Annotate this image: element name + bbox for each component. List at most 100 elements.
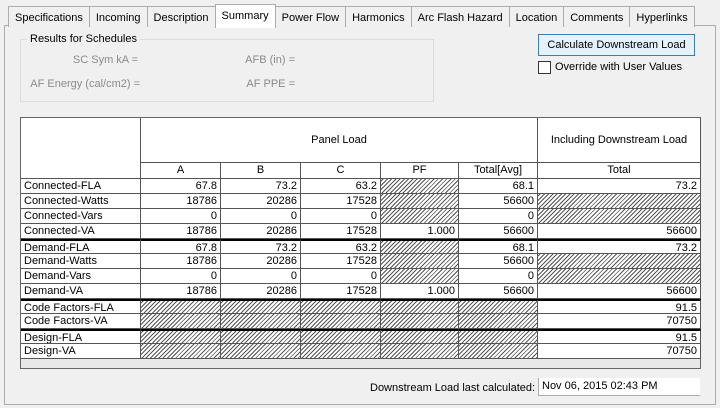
row-label: Code Factors-FLA [21, 299, 141, 314]
corner-cell [21, 118, 141, 179]
tab[interactable]: Harmonics [345, 6, 412, 27]
row-label: Connected-VA [21, 224, 141, 239]
result-field: AFB (in) = [230, 54, 295, 66]
table-cell: 73.2 [221, 179, 301, 194]
row-label: Demand-FLA [21, 239, 141, 254]
table-cell: 17528 [301, 224, 381, 239]
row-label: Demand-VA [21, 284, 141, 299]
hatched-cell [381, 254, 459, 269]
hatched-cell [459, 329, 538, 344]
calculate-button[interactable]: Calculate Downstream Load [538, 34, 695, 56]
tab[interactable]: Comments [563, 6, 630, 27]
table-cell: 18786 [141, 224, 221, 239]
table-cell: 67.8 [141, 179, 221, 194]
table-cell: 70750 [538, 314, 701, 329]
group-header: Including Downstream Load [538, 118, 701, 163]
hatched-cell [538, 194, 701, 209]
column-header: B [221, 163, 301, 179]
table-cell: 73.2 [538, 239, 701, 254]
column-header: Total [538, 163, 701, 179]
hatched-cell [301, 344, 381, 359]
table-cell: 18786 [141, 194, 221, 209]
tab-strip: SpecificationsIncomingDescriptionSummary… [8, 4, 694, 26]
hatched-cell [141, 329, 221, 344]
result-field: AF PPE = [230, 78, 295, 90]
table-cell: 0 [301, 209, 381, 224]
hatched-cell [459, 314, 538, 329]
hatched-cell [459, 299, 538, 314]
hatched-cell [538, 209, 701, 224]
hatched-cell [381, 179, 459, 194]
row-label: Demand-Watts [21, 254, 141, 269]
last-calculated: Nov 06, 2015 02:43 PM [538, 378, 700, 396]
tab[interactable]: Arc Flash Hazard [411, 6, 510, 27]
table-cell: 68.1 [459, 239, 538, 254]
column-header: C [301, 163, 381, 179]
table-cell: 73.2 [221, 239, 301, 254]
hatched-cell [221, 344, 301, 359]
table-cell: 20286 [221, 194, 301, 209]
result-field: SC Sym kA = [20, 54, 138, 66]
checkbox-label[interactable]: Override with User Values [555, 61, 682, 73]
tab[interactable]: Power Flow [275, 6, 346, 27]
table-cell: 0 [141, 269, 221, 284]
row-label: Code Factors-VA [21, 314, 141, 329]
hatched-cell [459, 344, 538, 359]
table-cell: 0 [221, 209, 301, 224]
table-cell: 56600 [459, 224, 538, 239]
tab[interactable]: Specifications [8, 6, 90, 27]
table-cell: 68.1 [459, 179, 538, 194]
table-cell: 56600 [459, 254, 538, 269]
table-cell: 0 [141, 209, 221, 224]
row-label: Design-VA [21, 344, 141, 359]
table-cell: 0 [459, 209, 538, 224]
row-label: Connected-Vars [21, 209, 141, 224]
summary-table: Panel LoadIncluding Downstream LoadABCPF… [20, 117, 701, 369]
table-cell: 17528 [301, 284, 381, 299]
table-cell: 17528 [301, 254, 381, 269]
table-cell: 0 [301, 269, 381, 284]
table-cell: 17528 [301, 194, 381, 209]
row-label: Design-FLA [21, 329, 141, 344]
table-cell: 63.2 [301, 239, 381, 254]
row-label: Connected-Watts [21, 194, 141, 209]
table-cell: 0 [459, 269, 538, 284]
tab[interactable]: Summary [215, 4, 276, 28]
hatched-cell [381, 194, 459, 209]
hatched-cell [381, 209, 459, 224]
tab[interactable]: Hyperlinks [629, 6, 694, 27]
hatched-cell [381, 299, 459, 314]
hatched-cell [221, 314, 301, 329]
table-cell: 91.5 [538, 329, 701, 344]
column-header: Total[Avg] [459, 163, 538, 179]
hatched-cell [141, 299, 221, 314]
table-cell: 18786 [141, 254, 221, 269]
footer-label: Downstream Load last calculated: [370, 382, 535, 394]
table-cell: 56600 [459, 284, 538, 299]
table-cell: 73.2 [538, 179, 701, 194]
tab[interactable]: Incoming [89, 6, 148, 27]
table-cell: 70750 [538, 344, 701, 359]
table-cell: 56600 [538, 224, 701, 239]
hatched-cell [538, 254, 701, 269]
hatched-cell [141, 344, 221, 359]
table-cell: 20286 [221, 224, 301, 239]
results-group [20, 39, 434, 102]
table-cell: 56600 [459, 194, 538, 209]
hatched-cell [538, 269, 701, 284]
column-header: A [141, 163, 221, 179]
hatched-cell [381, 344, 459, 359]
override-checkbox[interactable] [538, 61, 551, 74]
tab[interactable]: Location [509, 6, 565, 27]
row-label: Demand-Vars [21, 269, 141, 284]
hatched-cell [381, 314, 459, 329]
group-header: Panel Load [141, 118, 538, 163]
table-cell: 1.000 [381, 284, 459, 299]
table-cell: 63.2 [301, 179, 381, 194]
table-cell: 91.5 [538, 299, 701, 314]
hatched-cell [221, 299, 301, 314]
tab[interactable]: Description [147, 6, 216, 27]
result-field: AF Energy (cal/cm2) = [20, 78, 140, 90]
table-cell: 18786 [141, 284, 221, 299]
